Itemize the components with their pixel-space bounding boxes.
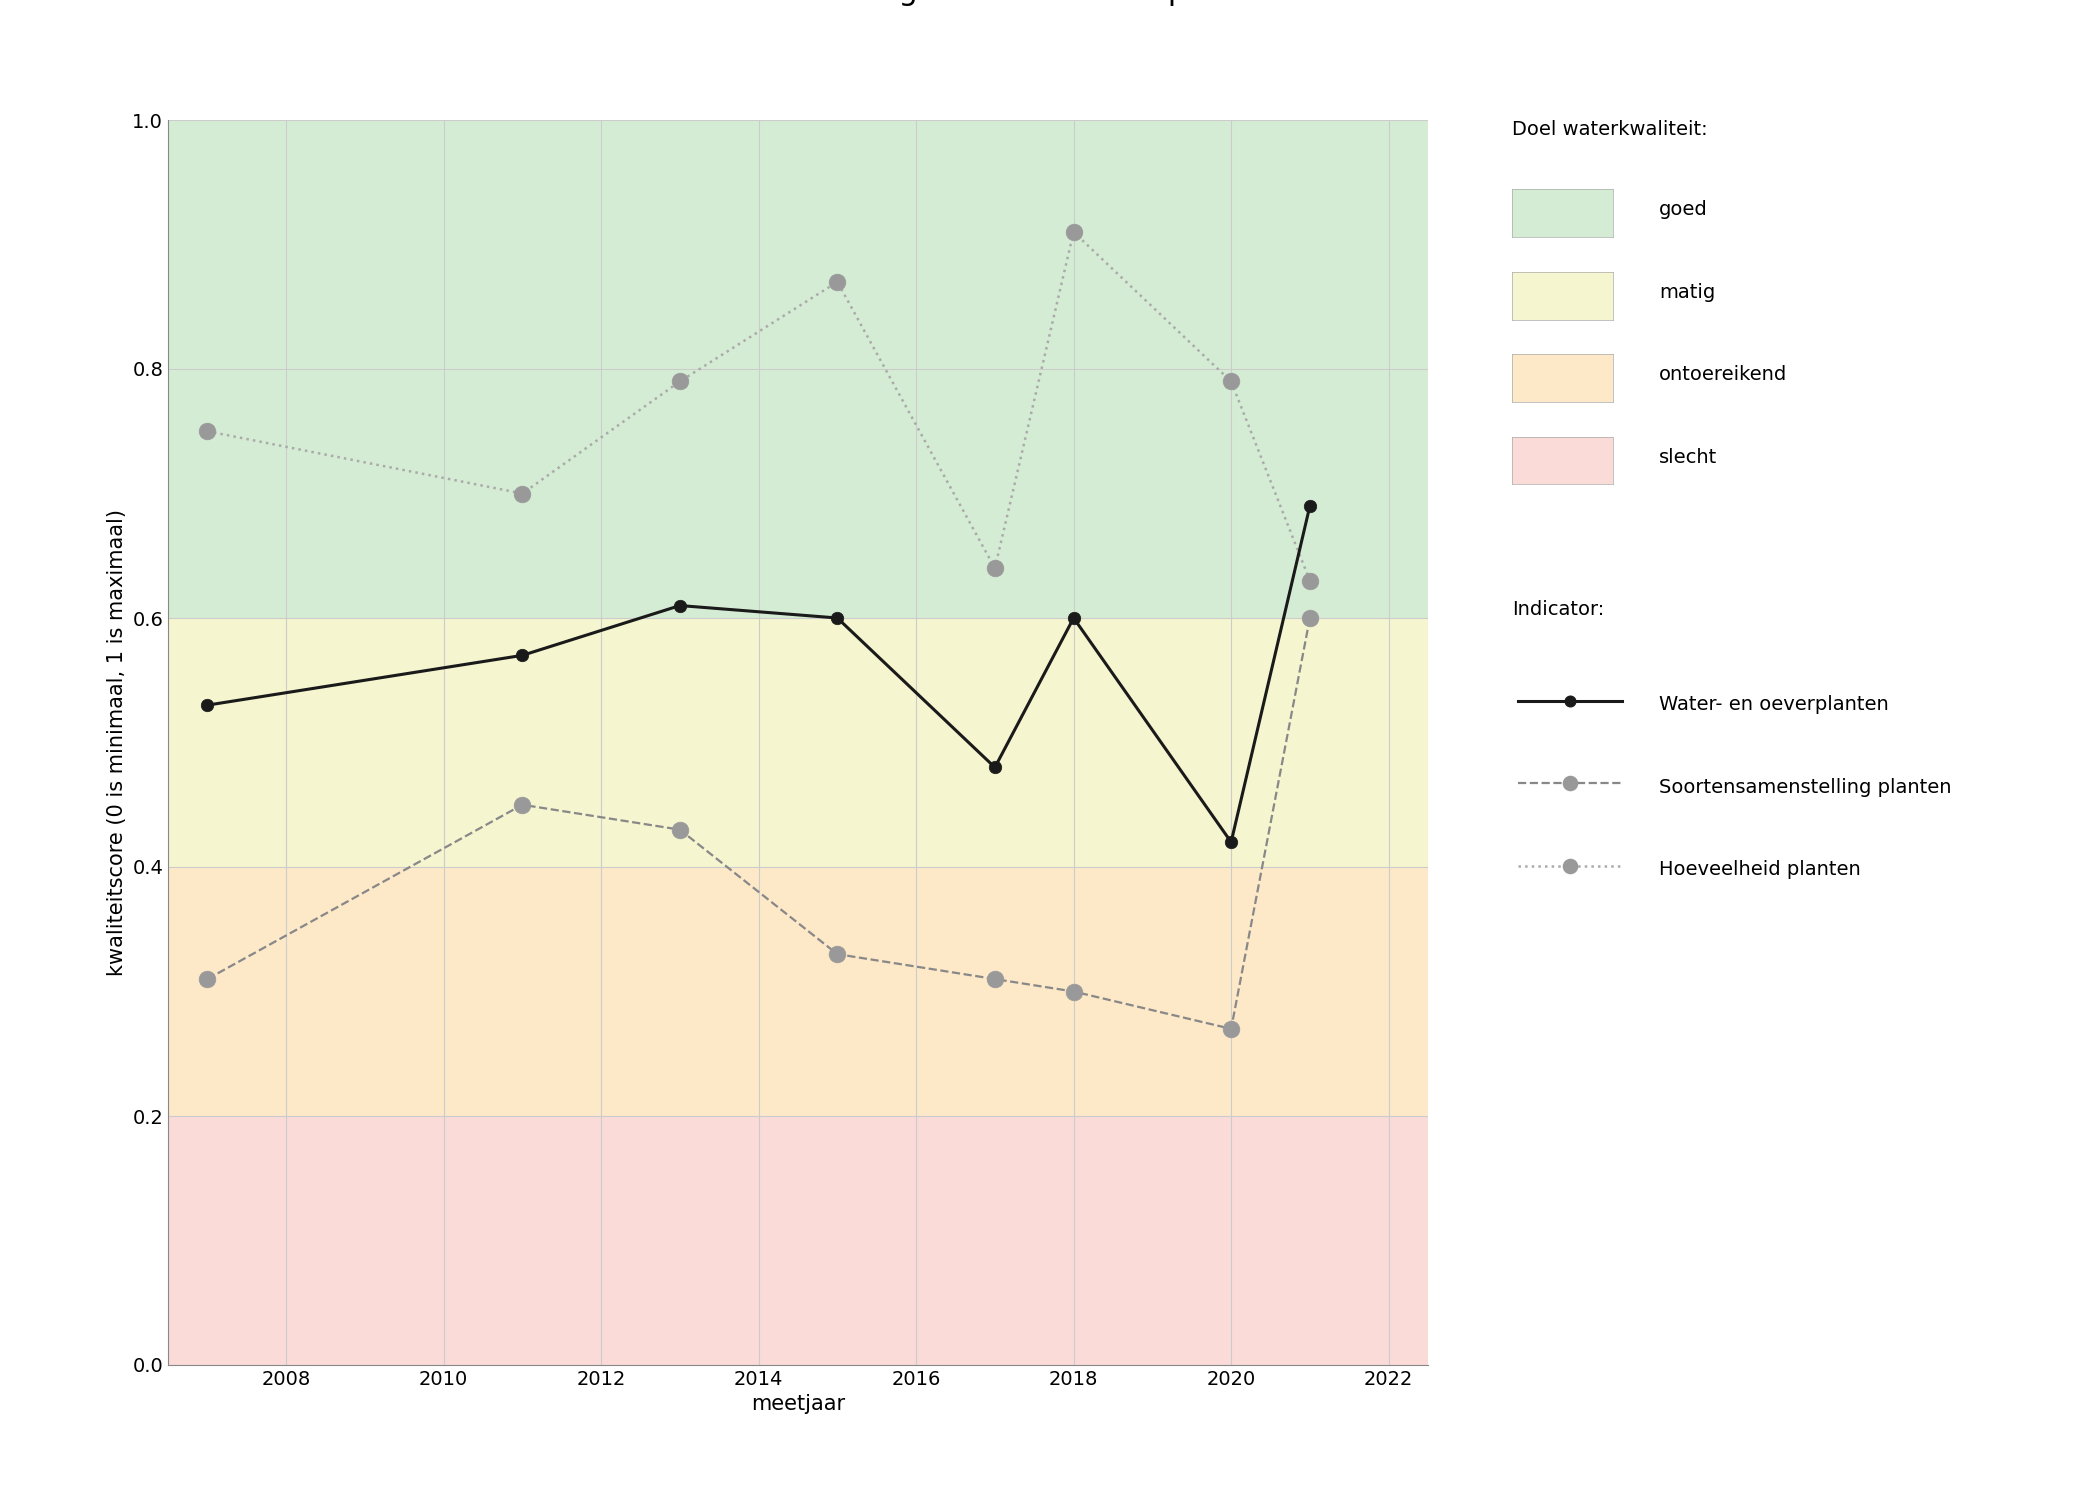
- Text: slecht: slecht: [1659, 448, 1718, 466]
- Text: ontoereikend: ontoereikend: [1659, 366, 1787, 384]
- Text: Deelscores hoeveelheid en soortensamenstelling water- en oeverplanten: Deelscores hoeveelheid en soortensamenst…: [168, 0, 1283, 6]
- Text: Indicator:: Indicator:: [1512, 600, 1604, 619]
- Text: Hoeveelheid planten: Hoeveelheid planten: [1659, 861, 1861, 879]
- Text: Soortensamenstelling planten: Soortensamenstelling planten: [1659, 778, 1951, 796]
- X-axis label: meetjaar: meetjaar: [752, 1395, 844, 1414]
- Y-axis label: kwaliteitscore (0 is minimaal, 1 is maximaal): kwaliteitscore (0 is minimaal, 1 is maxi…: [107, 509, 126, 976]
- Bar: [168, 867, 1428, 1116]
- Bar: [168, 618, 1428, 867]
- Text: Doel waterkwaliteit:: Doel waterkwaliteit:: [1512, 120, 1707, 140]
- Bar: [168, 120, 1428, 618]
- Text: goed: goed: [1659, 201, 1707, 219]
- Bar: [168, 1116, 1428, 1365]
- Text: matig: matig: [1659, 284, 1716, 302]
- Text: Water- en oeverplanten: Water- en oeverplanten: [1659, 696, 1888, 714]
